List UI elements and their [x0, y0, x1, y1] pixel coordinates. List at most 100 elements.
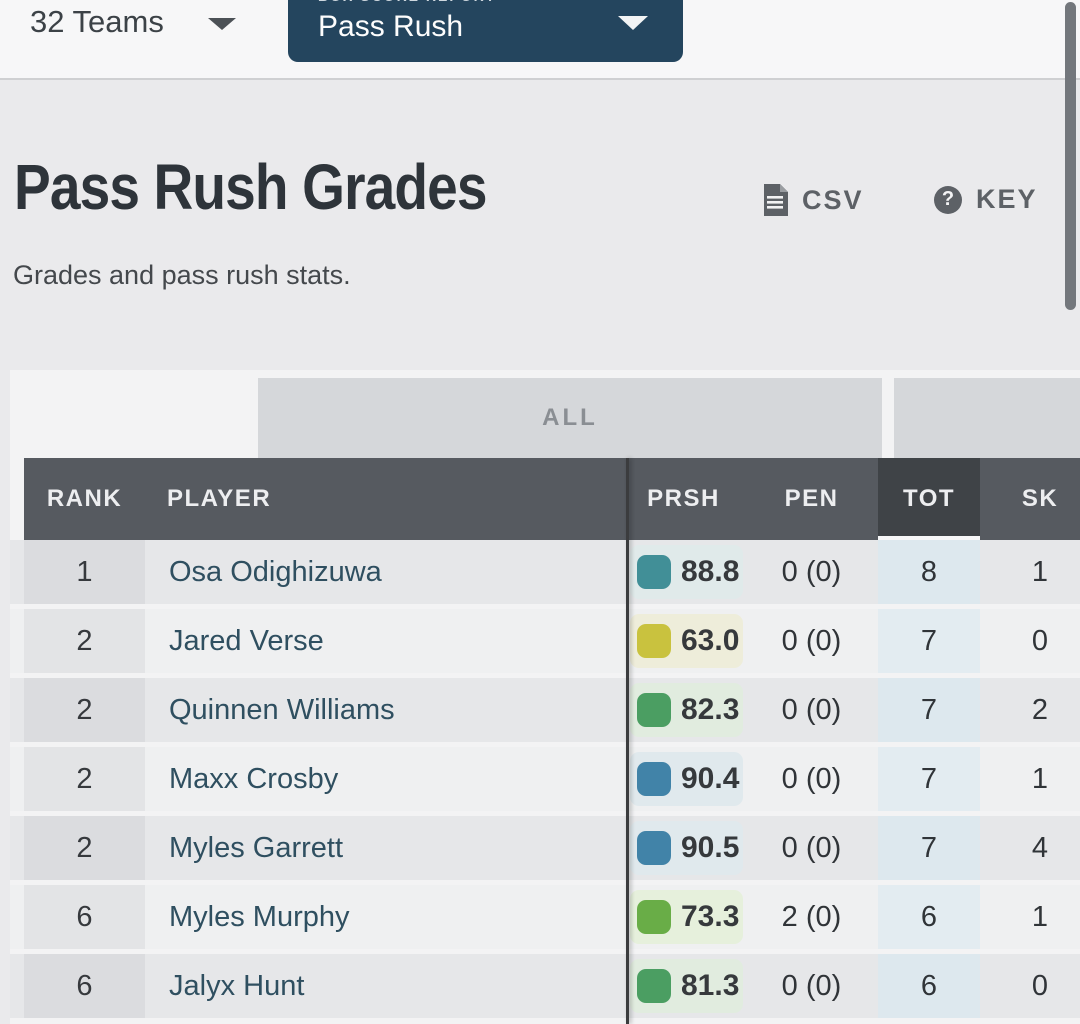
- rank-cell: 1: [24, 540, 145, 604]
- csv-button-label: CSV: [802, 184, 864, 215]
- grade-color-swatch: [637, 831, 671, 865]
- grade-chip: 63.0: [630, 614, 743, 668]
- grade-color-swatch: [637, 693, 671, 727]
- chevron-down-icon: [618, 16, 648, 30]
- player-name-link[interactable]: Osa Odighizuwa: [169, 555, 382, 588]
- key-button-label: KEY: [976, 184, 1038, 214]
- pen-cell: 0 (0): [781, 969, 842, 1002]
- grade-value: 81.3: [681, 969, 740, 1002]
- prsh-grade-cell: 88.8: [622, 540, 745, 604]
- rank-cell: 6: [24, 954, 145, 1018]
- prsh-grade-cell: 90.4: [622, 747, 745, 811]
- grade-color-swatch: [637, 969, 671, 1003]
- tot-cell: 7: [878, 816, 980, 880]
- grade-value: 88.8: [681, 555, 740, 588]
- column-header-player[interactable]: PLAYER: [167, 485, 272, 512]
- player-name-link[interactable]: Jalyx Hunt: [169, 969, 305, 1002]
- tot-cell: 6: [878, 885, 980, 949]
- grade-chip: 81.3: [630, 959, 743, 1013]
- report-dropdown[interactable]: BOX SCORE REPORT Pass Rush: [288, 0, 683, 62]
- grade-color-swatch: [637, 624, 671, 658]
- sk-cell: 2: [1031, 693, 1049, 726]
- group-tab-next[interactable]: [894, 378, 1080, 458]
- tot-cell: 6: [878, 954, 980, 1018]
- player-name-link[interactable]: Myles Murphy: [169, 900, 350, 933]
- sk-cell: 1: [1031, 762, 1049, 795]
- grade-value: 73.3: [681, 900, 740, 933]
- rank-cell: 2: [24, 816, 145, 880]
- grade-value: 82.3: [681, 693, 740, 726]
- player-name-link[interactable]: Maxx Crosby: [169, 762, 339, 795]
- table-body: 1 Osa Odighizuwa 88.8 0 (0) 8 1 2 Jared …: [10, 540, 1080, 1023]
- column-header-tot-sorted[interactable]: TOT: [878, 458, 980, 540]
- table-row: 2 Maxx Crosby 90.4 0 (0) 7 1: [10, 747, 1080, 816]
- grade-color-swatch: [637, 900, 671, 934]
- prsh-grade-cell: 82.3: [622, 678, 745, 742]
- grade-value: 90.5: [681, 831, 740, 864]
- pen-cell: 0 (0): [781, 555, 842, 588]
- grade-chip: 88.8: [630, 545, 743, 599]
- question-circle-icon: ?: [934, 185, 962, 214]
- table-row: 2 Myles Garrett 90.5 0 (0) 7 4: [10, 816, 1080, 885]
- prsh-grade-cell: 63.0: [622, 609, 745, 673]
- table-row: 1 Osa Odighizuwa 88.8 0 (0) 8 1: [10, 540, 1080, 609]
- fixed-column-divider: [626, 458, 629, 1024]
- report-category-label: BOX SCORE REPORT: [318, 0, 496, 4]
- sk-cell: 0: [1031, 969, 1049, 1002]
- sk-cell: 1: [1031, 555, 1049, 588]
- group-tab-all[interactable]: ALL: [258, 378, 882, 458]
- grade-chip: 82.3: [630, 683, 743, 737]
- teams-dropdown-label: 32 Teams: [30, 4, 164, 39]
- pen-cell: 0 (0): [781, 831, 842, 864]
- table-row: 2 Jared Verse 63.0 0 (0) 7 0: [10, 609, 1080, 678]
- player-name-link[interactable]: Myles Garrett: [169, 831, 344, 864]
- grade-value: 90.4: [681, 762, 740, 795]
- pen-cell: 2 (0): [781, 900, 842, 933]
- grade-color-swatch: [637, 762, 671, 796]
- tot-cell: 7: [878, 678, 980, 742]
- teams-dropdown[interactable]: 32 Teams: [30, 0, 236, 44]
- file-document-icon: [764, 184, 788, 216]
- prsh-grade-cell: 90.5: [622, 816, 745, 880]
- rank-cell: 2: [24, 609, 145, 673]
- sk-cell: 0: [1031, 624, 1049, 657]
- column-header-rank[interactable]: RANK: [46, 485, 123, 512]
- player-name-link[interactable]: Quinnen Williams: [169, 693, 395, 726]
- tot-cell: 7: [878, 747, 980, 811]
- player-name-link[interactable]: Jared Verse: [169, 624, 324, 657]
- pen-cell: 0 (0): [781, 624, 842, 657]
- sk-cell: 1: [1031, 900, 1049, 933]
- prsh-grade-cell: 81.3: [622, 954, 745, 1018]
- prsh-grade-cell: 73.3: [622, 885, 745, 949]
- table-row: 2 Quinnen Williams 82.3 0 (0) 7 2: [10, 678, 1080, 747]
- sk-cell: 4: [1031, 831, 1049, 864]
- column-header-pen[interactable]: PEN: [784, 485, 839, 512]
- vertical-scrollbar-thumb[interactable]: [1065, 2, 1076, 310]
- grade-value: 63.0: [681, 624, 740, 657]
- rank-cell: 2: [24, 678, 145, 742]
- grade-color-swatch: [637, 555, 671, 589]
- chevron-down-icon: [207, 18, 236, 30]
- csv-export-button[interactable]: CSV: [762, 184, 864, 216]
- pen-cell: 0 (0): [781, 693, 842, 726]
- table-row: 6 Jalyx Hunt 81.3 0 (0) 6 0: [10, 954, 1080, 1023]
- key-help-button[interactable]: ? KEY: [934, 184, 1038, 215]
- report-selected-label: Pass Rush: [318, 10, 464, 43]
- grade-chip: 90.4: [630, 752, 743, 806]
- pen-cell: 0 (0): [781, 762, 842, 795]
- rank-cell: 2: [24, 747, 145, 811]
- page-title: Pass Rush Grades: [14, 151, 488, 223]
- table-header-row: RANK PLAYER PRSH PEN TOT SK: [10, 458, 1080, 540]
- tot-cell: 8: [878, 540, 980, 604]
- tot-cell: 7: [878, 609, 980, 673]
- table-row: 6 Myles Murphy 73.3 2 (0) 6 1: [10, 885, 1080, 954]
- rank-cell: 6: [24, 885, 145, 949]
- group-tab-all-label: ALL: [542, 404, 598, 431]
- grade-chip: 90.5: [630, 821, 743, 875]
- page-subtitle: Grades and pass rush stats.: [13, 260, 351, 290]
- grade-chip: 73.3: [630, 890, 743, 944]
- top-bar: 32 Teams BOX SCORE REPORT Pass Rush: [0, 0, 1080, 80]
- stats-table: ALL RANK PLAYER PRSH PEN TOT SK 1 Osa Od…: [10, 370, 1080, 1024]
- column-header-sk[interactable]: SK: [1021, 485, 1059, 512]
- column-header-prsh[interactable]: PRSH: [647, 485, 720, 512]
